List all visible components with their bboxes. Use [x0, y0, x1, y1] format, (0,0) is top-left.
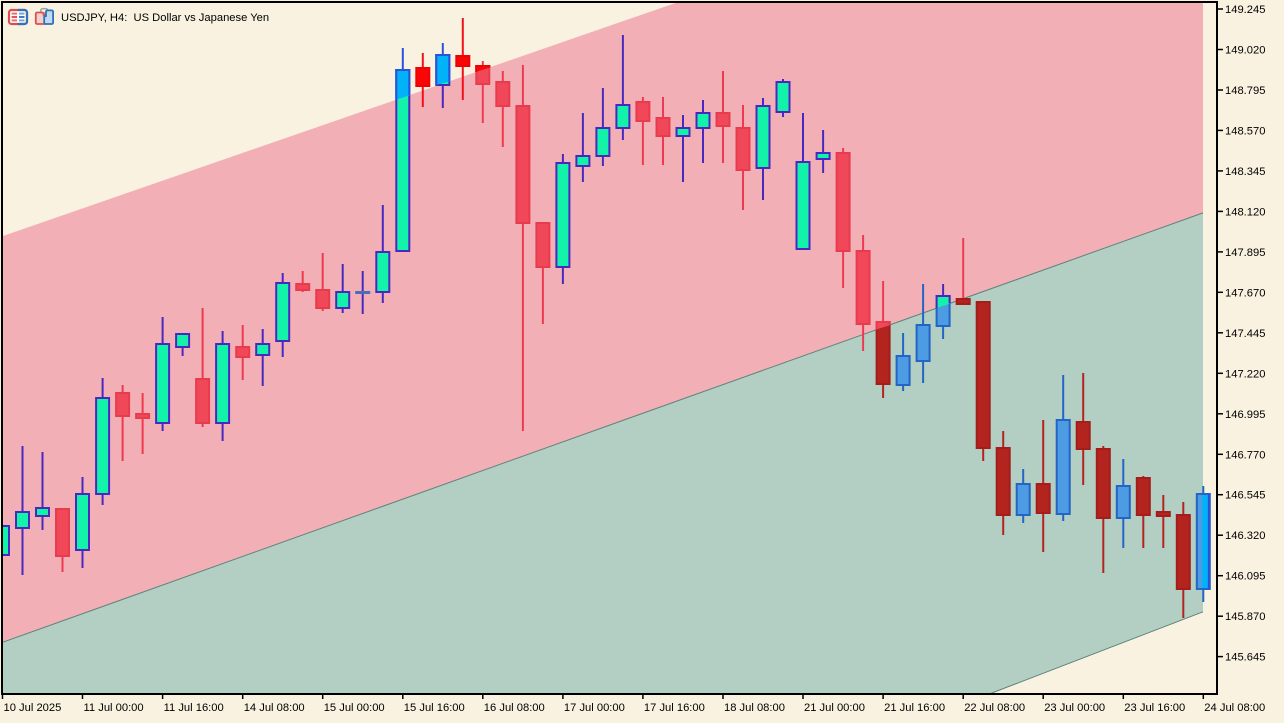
svg-text:24 Jul 08:00: 24 Jul 08:00 [1204, 702, 1265, 714]
svg-text:149.020: 149.020 [1225, 45, 1265, 57]
svg-text:146.995: 146.995 [1225, 409, 1265, 421]
svg-text:17 Jul 16:00: 17 Jul 16:00 [644, 702, 705, 714]
svg-text:149.245: 149.245 [1225, 4, 1265, 16]
svg-text:145.870: 145.870 [1225, 611, 1265, 623]
svg-text:146.545: 146.545 [1225, 490, 1265, 502]
svg-text:10 Jul 2025: 10 Jul 2025 [4, 702, 62, 714]
svg-text:USDJPY, H4: US Dollar vs Japa: USDJPY, H4: US Dollar vs Japanese Yen [61, 12, 269, 24]
svg-text:21 Jul 00:00: 21 Jul 00:00 [804, 702, 865, 714]
svg-text:23 Jul 16:00: 23 Jul 16:00 [1124, 702, 1185, 714]
svg-text:22 Jul 08:00: 22 Jul 08:00 [964, 702, 1025, 714]
svg-text:147.670: 147.670 [1225, 287, 1265, 299]
svg-text:148.795: 148.795 [1225, 85, 1265, 97]
svg-text:147.220: 147.220 [1225, 368, 1265, 380]
svg-text:148.570: 148.570 [1225, 125, 1265, 137]
svg-text:11 Jul 00:00: 11 Jul 00:00 [84, 702, 144, 714]
svg-text:146.320: 146.320 [1225, 530, 1265, 542]
svg-text:17 Jul 00:00: 17 Jul 00:00 [564, 702, 625, 714]
svg-text:18 Jul 08:00: 18 Jul 08:00 [724, 702, 785, 714]
svg-text:23 Jul 00:00: 23 Jul 00:00 [1044, 702, 1105, 714]
svg-text:16 Jul 08:00: 16 Jul 08:00 [484, 702, 545, 714]
svg-text:148.345: 148.345 [1225, 166, 1265, 178]
svg-text:15 Jul 00:00: 15 Jul 00:00 [324, 702, 385, 714]
svg-text:147.445: 147.445 [1225, 328, 1265, 340]
svg-text:148.120: 148.120 [1225, 206, 1265, 218]
svg-text:146.095: 146.095 [1225, 571, 1265, 583]
svg-text:11 Jul 16:00: 11 Jul 16:00 [164, 702, 224, 714]
svg-text:145.645: 145.645 [1225, 652, 1265, 664]
svg-text:15 Jul 16:00: 15 Jul 16:00 [404, 702, 465, 714]
svg-text:21 Jul 16:00: 21 Jul 16:00 [884, 702, 945, 714]
svg-text:147.895: 147.895 [1225, 247, 1265, 259]
svg-text:14 Jul 08:00: 14 Jul 08:00 [244, 702, 305, 714]
svg-text:146.770: 146.770 [1225, 449, 1265, 461]
